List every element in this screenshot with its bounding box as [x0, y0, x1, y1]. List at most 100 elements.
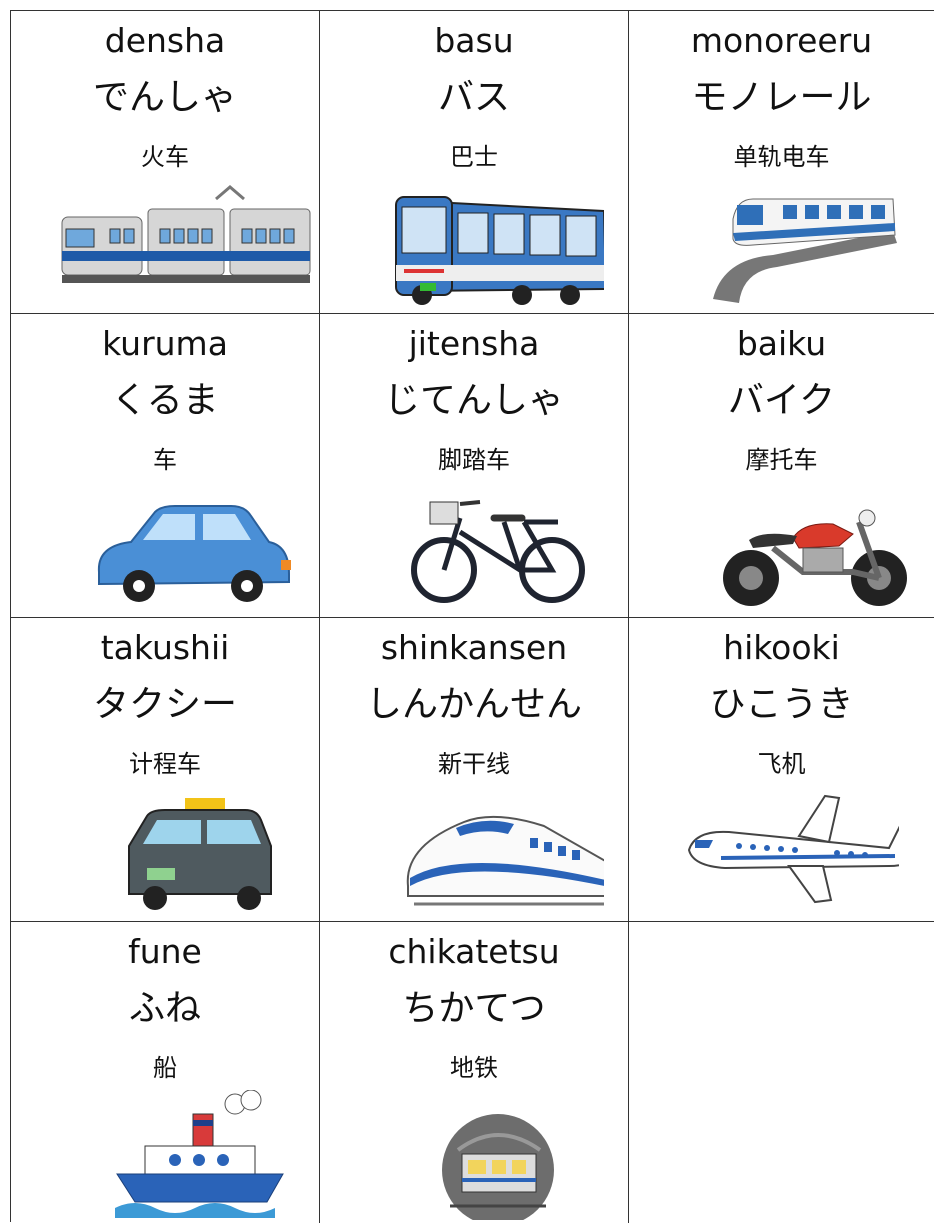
bicycle-icon: [411, 500, 585, 603]
cell: takushii タクシー 计程车: [11, 618, 320, 922]
icon-part: [457, 212, 597, 257]
icon-part: [834, 850, 840, 856]
icon-part: [62, 275, 310, 283]
icon-part: [530, 838, 580, 860]
icon-part: [281, 560, 291, 570]
cell: chikatetsu ちかてつ 地铁: [320, 922, 629, 1223]
cell: monoreeru モノレール 单轨电车: [629, 11, 934, 314]
vocab-table: densha でんしゃ 火车 basu バス 巴士 monoreeru モノレー…: [10, 10, 934, 1223]
icon-part: [143, 514, 195, 540]
kana: じてんしゃ: [383, 380, 564, 421]
shinkansen-icon: [406, 815, 604, 906]
icon-part: [109, 228, 121, 244]
cell: densha でんしゃ 火车: [11, 11, 320, 314]
icon-part: [456, 1133, 542, 1152]
icon-part: [420, 283, 436, 291]
romaji: basu: [434, 21, 514, 60]
icon-part: [115, 1203, 275, 1218]
icon-part: [65, 228, 95, 248]
train-icon: [61, 185, 311, 283]
chinese: 船: [153, 1054, 177, 1082]
icon-part: [401, 206, 447, 254]
icon-part: [468, 1160, 486, 1174]
icon-part: [802, 547, 844, 573]
icon-part: [733, 223, 895, 241]
chinese: 摩托车: [745, 446, 818, 474]
icon-part: [529, 214, 561, 256]
chinese: 单轨电车: [733, 143, 830, 171]
icon-part: [133, 580, 145, 592]
icon-part: [441, 517, 558, 573]
romaji: hikooki: [723, 628, 840, 667]
icon-part: [62, 251, 310, 261]
icon-part: [203, 514, 251, 540]
motorbike-icon: [723, 509, 907, 606]
icon-part: [410, 862, 604, 886]
icon-part: [695, 840, 713, 848]
icon-part: [512, 1160, 526, 1174]
icon-part: [720, 854, 896, 860]
icon-part: [739, 566, 763, 590]
icon-part: [778, 846, 784, 852]
icon-part: [237, 886, 261, 910]
icon-part: [429, 501, 459, 525]
kana: バス: [437, 77, 510, 118]
icon-part: [283, 228, 295, 244]
icon-part: [173, 228, 185, 244]
icon-part: [792, 523, 854, 549]
icon-part: [65, 228, 295, 248]
kana: バイク: [727, 380, 836, 421]
icon-part: [193, 1120, 213, 1126]
icon-part: [143, 886, 167, 910]
icon-part: [565, 215, 597, 257]
kana: ふね: [128, 988, 201, 1029]
icon-part: [411, 537, 477, 603]
romaji: jitensha: [408, 324, 540, 363]
romaji: baiku: [736, 324, 827, 363]
icon-part: [207, 820, 261, 844]
cell: basu バス 巴士: [320, 11, 629, 314]
icon-part: [737, 205, 763, 225]
icon-part: [858, 509, 876, 527]
cell: kuruma くるま 车: [11, 314, 320, 618]
icon-part: [871, 205, 885, 219]
icon-part: [736, 843, 742, 849]
chinese: 巴士: [450, 143, 498, 171]
icon-part: [456, 820, 514, 836]
kana: タクシー: [92, 684, 237, 725]
icon-part: [123, 228, 135, 244]
icon-part: [512, 285, 532, 305]
icon-part: [457, 212, 489, 254]
icon-part: [750, 844, 756, 850]
icon-part: [787, 794, 841, 904]
icon-part: [143, 820, 201, 844]
icon-part: [241, 580, 253, 592]
icon-part: [544, 842, 552, 852]
ship-icon: [115, 1090, 284, 1218]
kana: ひこうき: [709, 684, 854, 725]
icon-part: [805, 205, 819, 219]
icon-part: [558, 846, 566, 856]
icon-part: [737, 205, 885, 225]
romaji: monoreeru: [690, 21, 873, 60]
icon-part: [215, 185, 245, 201]
icon-part: [269, 228, 281, 244]
plane-icon: [687, 794, 899, 904]
taxi-icon: [128, 798, 272, 910]
chinese: 地铁: [450, 1054, 498, 1082]
kana: くるま: [111, 380, 219, 421]
romaji: fune: [128, 932, 202, 971]
chinese: 车: [153, 446, 177, 474]
icon-part: [492, 1160, 506, 1174]
kana: しんかんせん: [365, 684, 582, 725]
car-icon: [97, 505, 291, 602]
icon-part: [217, 1154, 229, 1166]
romaji: kuruma: [102, 324, 228, 363]
icon-part: [240, 1090, 262, 1111]
icon-part: [764, 845, 770, 851]
icon-part: [396, 265, 604, 281]
cell: hikooki ひこうき 飞机: [629, 618, 934, 922]
empty-cell: [629, 922, 934, 1223]
